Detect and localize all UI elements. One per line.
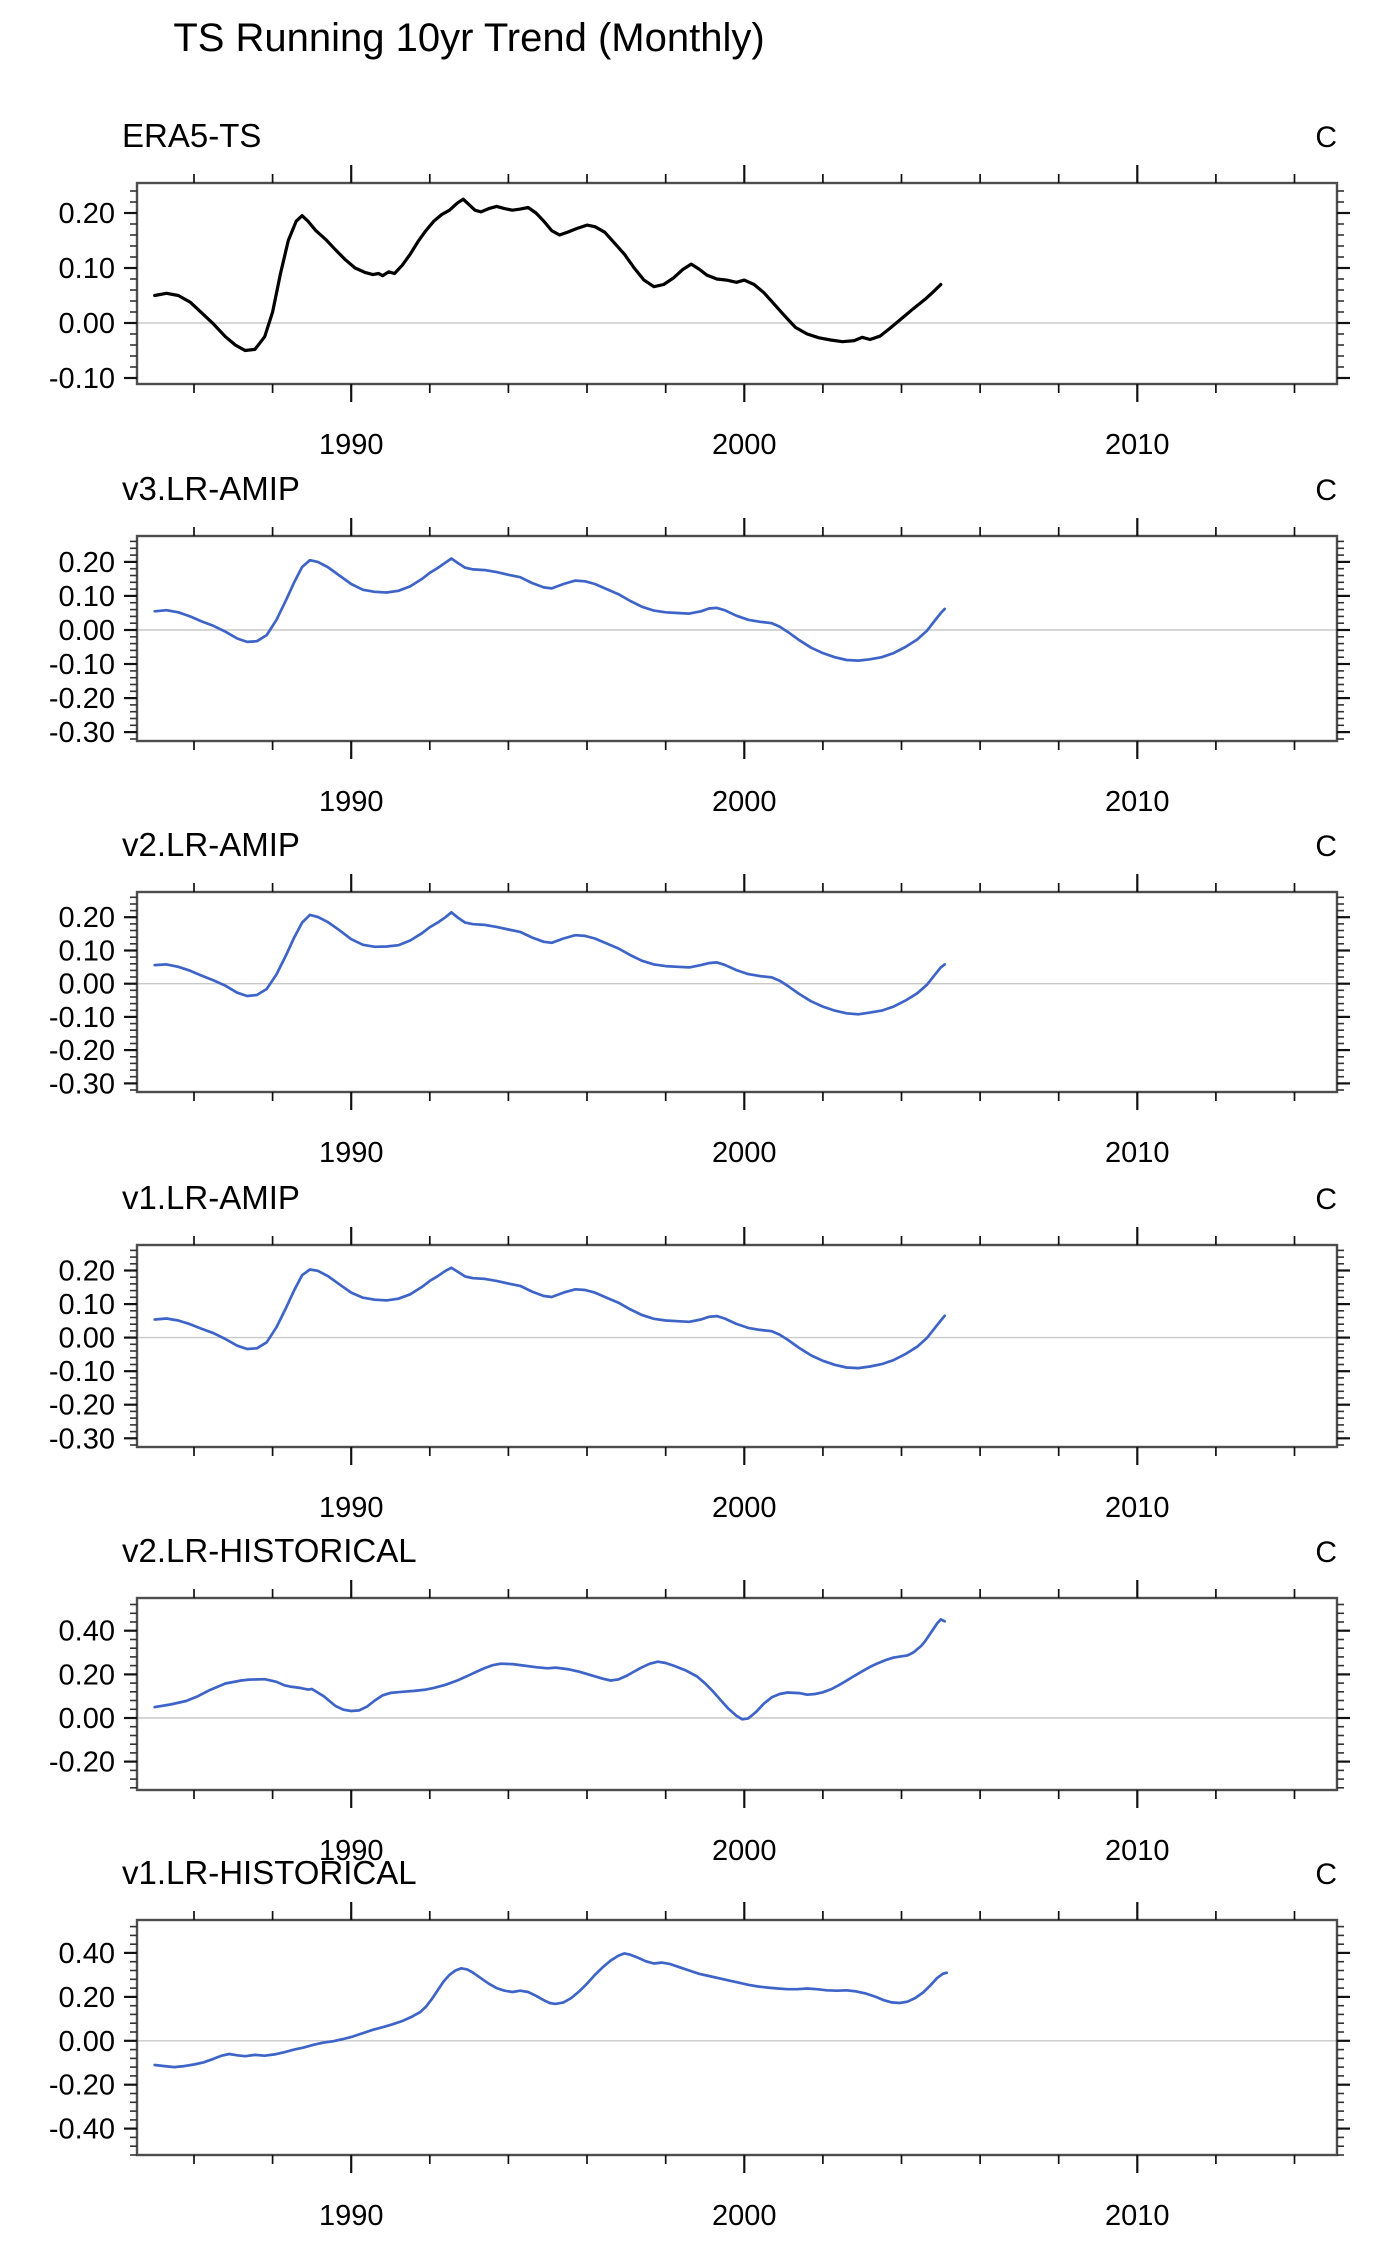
y-tick-label: -0.20 bbox=[49, 1035, 115, 1067]
axis-ticks bbox=[124, 165, 1350, 402]
trend-line bbox=[153, 910, 947, 1016]
y-tick-label: 0.20 bbox=[59, 547, 115, 579]
y-tick-label: -0.10 bbox=[49, 363, 115, 395]
y-tick-label: -0.30 bbox=[49, 1423, 115, 1455]
y-tick-label: -0.40 bbox=[49, 2114, 115, 2146]
x-tick-label: 2010 bbox=[1105, 786, 1170, 818]
y-tick-label: 0.40 bbox=[59, 1616, 115, 1648]
y-tick-label: 0.20 bbox=[59, 1982, 115, 2014]
x-tick-label: 2000 bbox=[712, 1835, 777, 1867]
axis-ticks bbox=[124, 1902, 1350, 2173]
plot-frame bbox=[135, 534, 1339, 743]
x-tick-label: 2010 bbox=[1105, 2200, 1170, 2232]
plot-frame bbox=[135, 890, 1339, 1094]
unit-label: C bbox=[1315, 830, 1337, 863]
y-tick-label: -0.10 bbox=[49, 1002, 115, 1034]
y-tick-label: -0.20 bbox=[49, 1390, 115, 1422]
panel-4: 0.40 0.20 0.00 -0.20 1990 2000 2010 v2.LR-HISTO… bbox=[49, 1532, 1350, 1867]
y-tick-label: 0.00 bbox=[59, 969, 115, 1001]
y-tick-label: 0.00 bbox=[59, 2026, 115, 2058]
x-tick-label: 2010 bbox=[1105, 1835, 1170, 1867]
y-tick-label: 0.40 bbox=[59, 1938, 115, 1970]
y-tick-label: 0.00 bbox=[59, 615, 115, 647]
y-tick-label: 0.00 bbox=[59, 1703, 115, 1735]
y-tick-label: -0.20 bbox=[49, 2070, 115, 2102]
axis-ticks bbox=[124, 1227, 1350, 1465]
unit-label: C bbox=[1315, 1536, 1337, 1569]
x-tick-label: 2000 bbox=[712, 429, 777, 461]
x-tick-label: 1990 bbox=[319, 429, 384, 461]
unit-label: C bbox=[1315, 474, 1337, 507]
x-tick-label: 1990 bbox=[319, 1835, 384, 1867]
panel-title: v3.LR-AMIP bbox=[122, 470, 300, 507]
plot-frame bbox=[135, 1243, 1339, 1449]
y-tick-label: 0.10 bbox=[59, 581, 115, 613]
plot-frame bbox=[135, 1596, 1339, 1792]
trend-line bbox=[153, 197, 943, 353]
y-tick-label: 0.20 bbox=[59, 1659, 115, 1691]
plot-frame bbox=[135, 1918, 1339, 2157]
y-tick-label: -0.30 bbox=[49, 717, 115, 749]
plot-frame bbox=[135, 181, 1339, 386]
x-tick-label: 2010 bbox=[1105, 1137, 1170, 1169]
y-tick-label: 0.20 bbox=[59, 198, 115, 230]
y-tick-label: 0.00 bbox=[59, 1323, 115, 1355]
panel-title: v2.LR-AMIP bbox=[122, 826, 300, 863]
axis-ticks bbox=[124, 518, 1350, 759]
x-tick-label: 1990 bbox=[319, 2200, 384, 2232]
y-tick-label: -0.10 bbox=[49, 649, 115, 681]
panel-title: v1.LR-AMIP bbox=[122, 1179, 300, 1216]
panel-2: 0.200.100.00-0.10-0.20-0.30 1990 2000 2010 v… bbox=[49, 826, 1350, 1169]
x-tick-label: 2010 bbox=[1105, 1492, 1170, 1524]
y-tick-label: 0.20 bbox=[59, 1256, 115, 1288]
panel-title: v2.LR-HISTORICAL bbox=[122, 1532, 417, 1569]
x-tick-label: 1990 bbox=[319, 1137, 384, 1169]
x-tick-label: 2000 bbox=[712, 2200, 777, 2232]
y-tick-label: 0.10 bbox=[59, 253, 115, 285]
unit-label: C bbox=[1315, 1858, 1337, 1891]
x-tick-label: 2000 bbox=[712, 1492, 777, 1524]
y-tick-label: 0.10 bbox=[59, 1289, 115, 1321]
y-tick-label: -0.10 bbox=[49, 1356, 115, 1388]
trend-line bbox=[153, 1952, 949, 2069]
x-tick-label: 2000 bbox=[712, 1137, 777, 1169]
panel-0: 0.20 0.10 0.00 -0.10 1990 2000 2010 ERA5-TS C bbox=[49, 117, 1350, 461]
trend-line bbox=[153, 1266, 947, 1370]
y-tick-label: 0.00 bbox=[59, 308, 115, 340]
y-tick-label: -0.20 bbox=[49, 1747, 115, 1779]
axis-ticks bbox=[124, 874, 1350, 1110]
y-tick-label: 0.20 bbox=[59, 902, 115, 934]
x-tick-label: 1990 bbox=[319, 786, 384, 818]
panel-title: v1.LR-HISTORICAL bbox=[122, 1854, 417, 1891]
x-tick-label: 2010 bbox=[1105, 429, 1170, 461]
y-tick-label: 0.10 bbox=[59, 936, 115, 968]
x-tick-label: 2000 bbox=[712, 786, 777, 818]
y-tick-label: -0.30 bbox=[49, 1068, 115, 1100]
y-tick-label: -0.20 bbox=[49, 683, 115, 715]
panel-title: ERA5-TS bbox=[122, 117, 261, 154]
panel-1: 0.200.100.00-0.10-0.20-0.30 1990 2000 2010 v… bbox=[49, 470, 1350, 818]
trend-line bbox=[153, 557, 947, 662]
unit-label: C bbox=[1315, 1183, 1337, 1216]
figure-title: TS Running 10yr Trend (Monthly) bbox=[173, 16, 765, 60]
x-tick-label: 1990 bbox=[319, 1492, 384, 1524]
trend-line bbox=[153, 1618, 947, 1721]
unit-label: C bbox=[1315, 121, 1337, 154]
panel-3: 0.200.100.00-0.10-0.20-0.30 1990 2000 2010 v… bbox=[49, 1179, 1350, 1524]
axis-ticks bbox=[124, 1580, 1350, 1808]
panel-5: 0.40 0.20 0.00 -0.20 -0.40 1990 2000 2010 v1.LR-… bbox=[49, 1854, 1350, 2232]
